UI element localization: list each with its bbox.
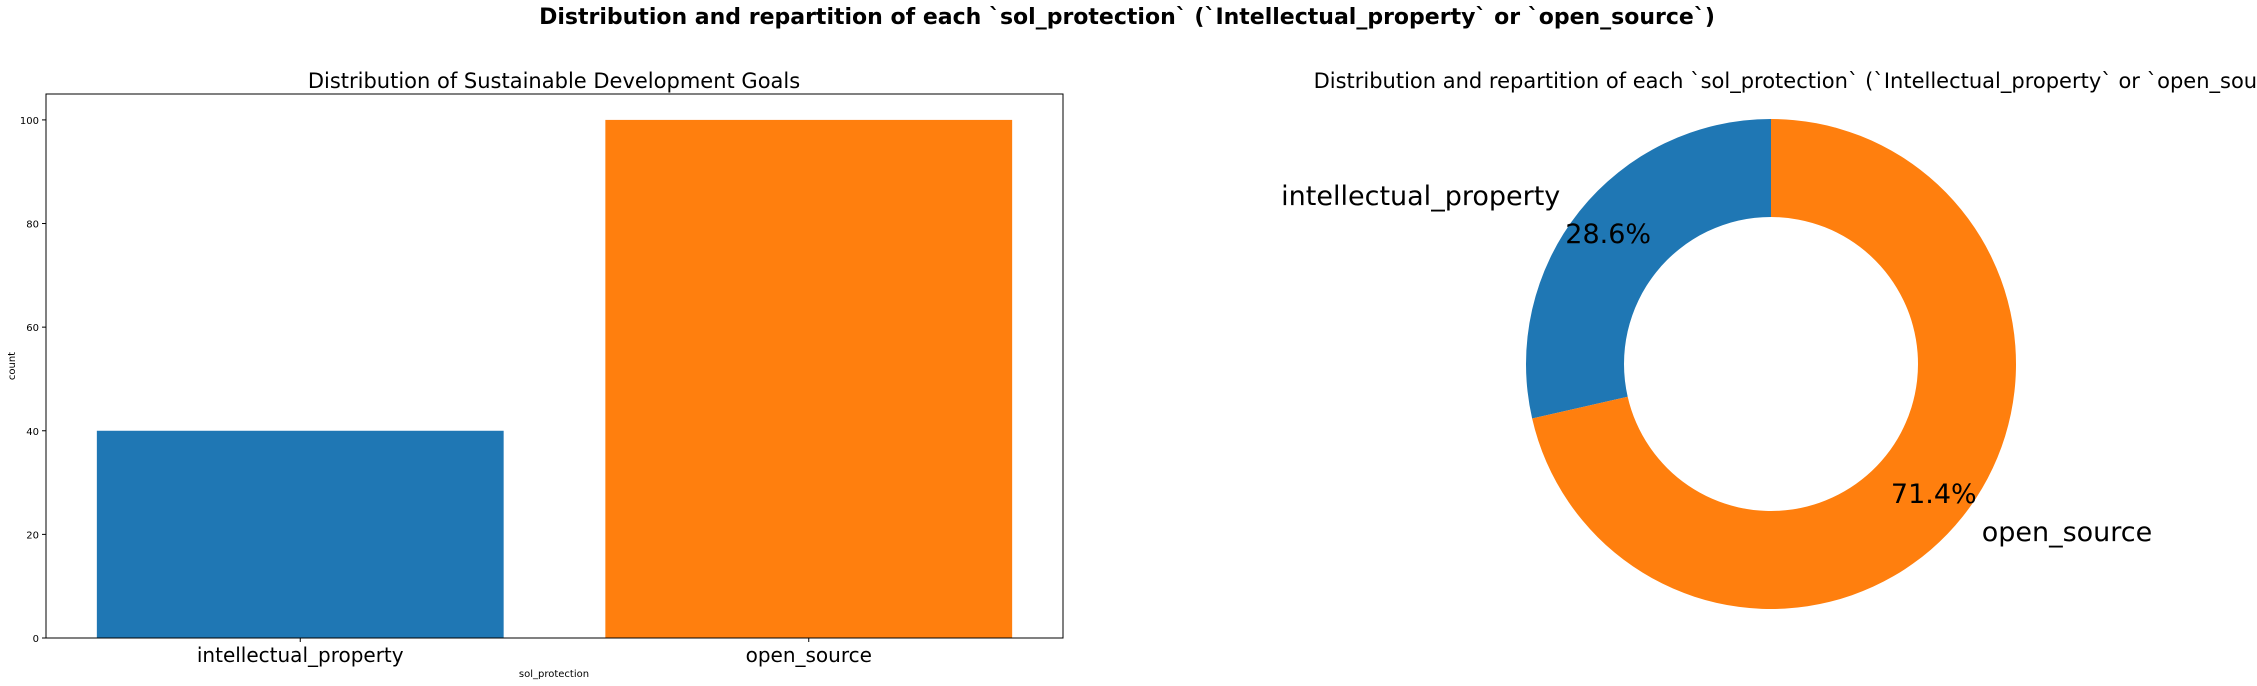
figure-suptitle: Distribution and repartition of each `so… [539, 5, 1715, 30]
pie-label-intellectual_property: intellectual_property [1281, 181, 1560, 212]
bar-intellectual_property [96, 430, 504, 638]
bar-chart-title: Distribution of Sustainable Development … [308, 69, 800, 93]
bar-plot-frame [45, 93, 1064, 639]
bar-x-axis-label: sol_protection [519, 669, 589, 680]
pie-label-open_source: open_source [1982, 517, 2153, 548]
y-tick-label: 20 [26, 530, 39, 541]
bar-y-axis-label: count [7, 352, 18, 380]
pie-chart-title: Distribution and repartition of each `so… [1314, 69, 2257, 94]
pie-chart: Distribution and repartition of each `so… [1281, 69, 2257, 609]
bar-open_source [605, 119, 1013, 638]
bar-chart: Distribution of Sustainable Development … [7, 69, 1064, 680]
y-tick-label: 100 [20, 116, 39, 127]
y-tick-label: 80 [26, 220, 39, 231]
pie-percent-open_source: 71.4% [1891, 479, 1977, 510]
slice-intellectual_property [1526, 119, 1771, 419]
y-tick-label: 0 [33, 634, 39, 645]
pie-percent-intellectual_property: 28.6% [1565, 219, 1651, 250]
slice-open_source [1532, 119, 2016, 609]
x-tick-label-open_source: open_source [746, 643, 872, 667]
y-tick-label: 60 [26, 323, 39, 334]
y-tick-label: 40 [26, 427, 39, 438]
x-tick-label-intellectual_property: intellectual_property [197, 643, 404, 667]
